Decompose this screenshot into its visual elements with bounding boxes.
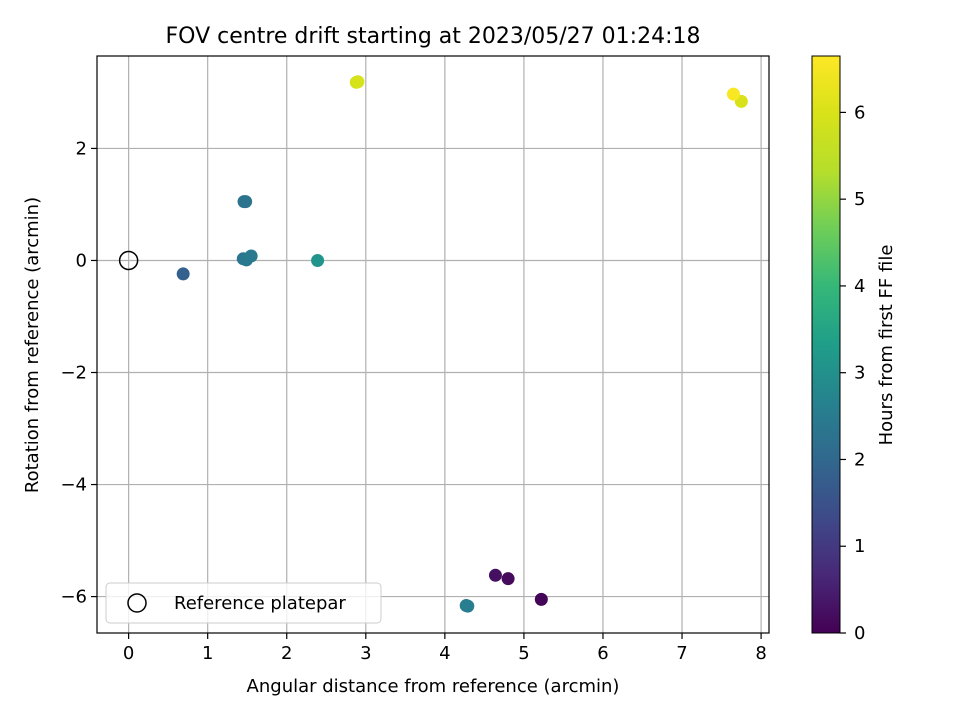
colorbar-gradient (811, 55, 841, 634)
data-point (726, 87, 740, 101)
y-tick-label: −2 (60, 363, 87, 384)
x-tick-label: 3 (360, 643, 371, 664)
colorbar-tick-label: 5 (854, 189, 865, 210)
x-tick-label: 6 (597, 643, 608, 664)
data-point (311, 253, 325, 267)
x-tick-label: 5 (518, 643, 529, 664)
x-axis-ticks: 0 1 2 3 4 5 6 7 8 (123, 633, 767, 664)
colorbar-ticks: 0 1 2 3 4 5 6 (840, 102, 865, 644)
colorbar-tick-label: 1 (854, 536, 865, 557)
y-axis-ticks: −6 −4 −2 0 2 (60, 138, 97, 608)
data-point (244, 249, 258, 263)
y-tick-label: −6 (60, 587, 87, 608)
data-points (176, 75, 748, 613)
reference-platepar-marker (118, 250, 139, 271)
colorbar-label: Hours from first FF file (876, 245, 897, 446)
x-tick-label: 4 (439, 643, 450, 664)
legend-reference-label: Reference platepar (174, 593, 346, 614)
x-axis-label: Angular distance from reference (arcmin) (247, 676, 620, 697)
data-point (461, 599, 475, 613)
data-point (351, 75, 365, 89)
colorbar-tick-label: 3 (854, 363, 865, 384)
legend-reference-marker (127, 593, 147, 613)
y-tick-label: 0 (76, 250, 87, 271)
y-axis-label: Rotation from reference (arcmin) (22, 197, 43, 493)
legend: Reference platepar (105, 582, 382, 624)
grid-lines (97, 56, 769, 633)
x-tick-label: 7 (676, 643, 687, 664)
chart-title: FOV centre drift starting at 2023/05/27 … (166, 24, 701, 49)
data-point (239, 195, 253, 209)
colorbar-tick-label: 0 (854, 623, 865, 644)
data-point (501, 572, 515, 586)
legend-box (105, 582, 382, 624)
x-tick-label: 2 (281, 643, 292, 664)
data-point (488, 568, 502, 582)
y-tick-label: 2 (76, 138, 87, 159)
x-tick-label: 8 (755, 643, 766, 664)
y-tick-label: −4 (60, 475, 87, 496)
x-tick-label: 1 (202, 643, 213, 664)
colorbar: 0 1 2 3 4 5 6 Hours from first FF file (811, 55, 897, 644)
data-point (176, 267, 190, 281)
plot-area-frame (96, 55, 770, 634)
x-tick-label: 0 (123, 643, 134, 664)
data-point (534, 592, 548, 606)
colorbar-tick-label: 4 (854, 276, 865, 297)
colorbar-tick-label: 6 (854, 102, 865, 123)
colorbar-tick-label: 2 (854, 449, 865, 470)
